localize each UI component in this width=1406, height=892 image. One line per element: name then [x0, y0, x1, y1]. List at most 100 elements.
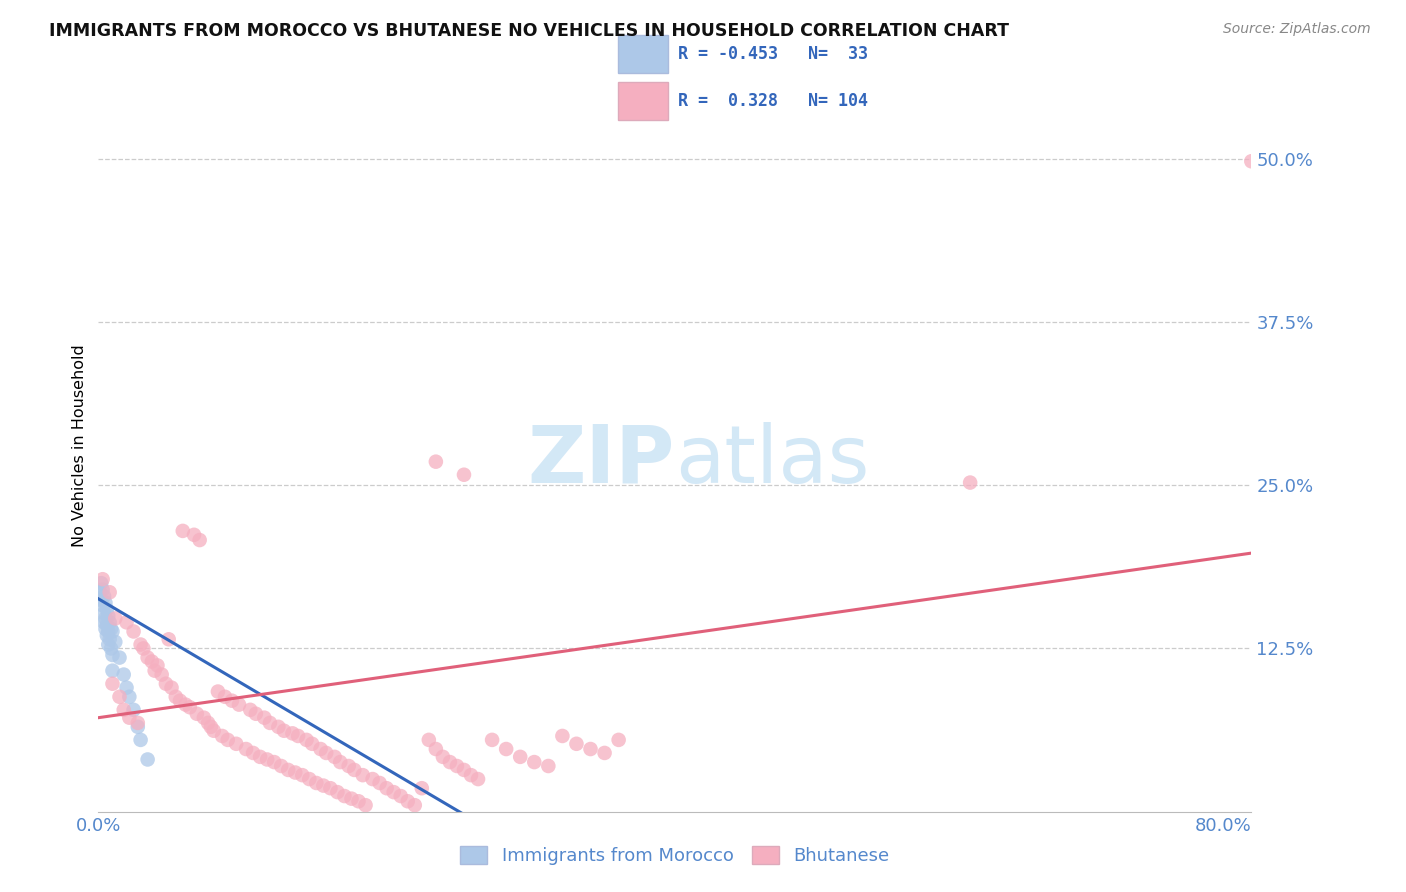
- FancyBboxPatch shape: [619, 82, 668, 120]
- Point: [404, 798, 426, 813]
- Point: [323, 749, 346, 764]
- Point: [287, 729, 309, 743]
- Point: [122, 703, 145, 717]
- Point: [115, 615, 138, 630]
- Point: [301, 737, 323, 751]
- Point: [551, 729, 574, 743]
- Point: [273, 723, 295, 738]
- Point: [481, 732, 503, 747]
- Point: [101, 664, 124, 678]
- Point: [96, 602, 118, 616]
- Point: [509, 749, 531, 764]
- Point: [100, 641, 122, 656]
- Point: [112, 703, 135, 717]
- Point: [202, 723, 225, 738]
- Point: [211, 729, 233, 743]
- Text: IMMIGRANTS FROM MOROCCO VS BHUTANESE NO VEHICLES IN HOUSEHOLD CORRELATION CHART: IMMIGRANTS FROM MOROCCO VS BHUTANESE NO …: [49, 22, 1010, 40]
- Point: [97, 638, 120, 652]
- Point: [309, 742, 332, 756]
- Point: [93, 615, 115, 630]
- Point: [93, 589, 115, 603]
- Point: [291, 768, 314, 782]
- Text: R = -0.453   N=  33: R = -0.453 N= 33: [678, 45, 868, 63]
- Point: [565, 737, 588, 751]
- Point: [91, 582, 114, 597]
- Y-axis label: No Vehicles in Household: No Vehicles in Household: [72, 344, 87, 548]
- Point: [89, 585, 111, 599]
- Point: [165, 690, 187, 704]
- Point: [467, 772, 489, 786]
- Point: [263, 755, 285, 769]
- Point: [256, 752, 278, 766]
- Point: [179, 700, 201, 714]
- Point: [259, 715, 281, 730]
- Point: [101, 648, 124, 662]
- Point: [93, 606, 115, 620]
- Point: [389, 789, 412, 803]
- Point: [270, 759, 292, 773]
- Point: [253, 711, 276, 725]
- Point: [411, 781, 433, 796]
- Point: [91, 599, 114, 613]
- Point: [118, 690, 141, 704]
- Point: [90, 576, 112, 591]
- Point: [98, 632, 121, 647]
- Point: [94, 622, 117, 636]
- Point: [319, 781, 342, 796]
- Point: [129, 732, 152, 747]
- Point: [108, 690, 131, 704]
- Point: [593, 746, 616, 760]
- Point: [329, 755, 352, 769]
- Point: [337, 759, 360, 773]
- Point: [136, 650, 159, 665]
- Point: [214, 690, 236, 704]
- Point: [228, 698, 250, 712]
- Point: [959, 475, 981, 490]
- Point: [90, 593, 112, 607]
- Point: [172, 524, 194, 538]
- Point: [200, 720, 222, 734]
- Point: [98, 615, 121, 630]
- Text: R =  0.328   N= 104: R = 0.328 N= 104: [678, 92, 868, 110]
- Point: [108, 650, 131, 665]
- Point: [239, 703, 262, 717]
- FancyBboxPatch shape: [619, 35, 668, 73]
- Point: [127, 715, 149, 730]
- Point: [315, 746, 337, 760]
- Point: [104, 611, 127, 625]
- Point: [122, 624, 145, 639]
- Point: [249, 749, 271, 764]
- Point: [97, 608, 120, 623]
- Point: [129, 638, 152, 652]
- Point: [169, 694, 191, 708]
- Point: [96, 618, 118, 632]
- Point: [112, 667, 135, 681]
- Point: [446, 759, 468, 773]
- Point: [225, 737, 247, 751]
- Point: [94, 596, 117, 610]
- Point: [186, 706, 208, 721]
- Point: [267, 720, 290, 734]
- Point: [221, 694, 243, 708]
- Point: [607, 732, 630, 747]
- Point: [197, 715, 219, 730]
- Point: [453, 763, 475, 777]
- Point: [235, 742, 257, 756]
- Point: [361, 772, 384, 786]
- Point: [245, 706, 267, 721]
- Point: [127, 720, 149, 734]
- Point: [96, 628, 118, 642]
- Point: [382, 785, 405, 799]
- Point: [136, 752, 159, 766]
- Point: [141, 655, 163, 669]
- Point: [281, 726, 304, 740]
- Point: [104, 635, 127, 649]
- Point: [91, 572, 114, 586]
- Text: Source: ZipAtlas.com: Source: ZipAtlas.com: [1223, 22, 1371, 37]
- Point: [375, 781, 398, 796]
- Text: ZIP: ZIP: [527, 422, 675, 500]
- Point: [100, 622, 122, 636]
- Point: [1240, 154, 1263, 169]
- Point: [98, 585, 121, 599]
- Point: [150, 667, 173, 681]
